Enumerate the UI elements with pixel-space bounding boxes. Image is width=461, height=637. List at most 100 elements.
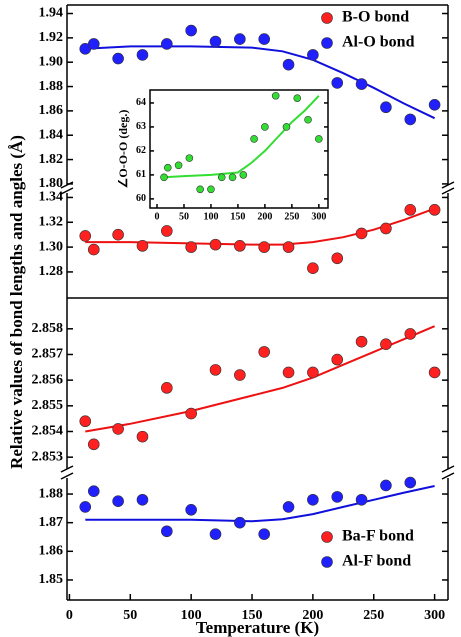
data-point <box>258 241 270 253</box>
data-point <box>271 91 280 100</box>
y-tick-label: 2.854 <box>32 424 64 439</box>
y-tick-label: 1.85 <box>39 572 64 587</box>
y-tick-label: 62 <box>136 145 146 156</box>
data-point <box>404 204 417 216</box>
data-point <box>185 241 197 253</box>
data-point <box>79 501 92 513</box>
data-point <box>112 495 124 507</box>
data-point <box>185 503 197 516</box>
y-tick-label: 2.853 <box>32 449 64 464</box>
data-point <box>282 123 291 131</box>
y-tick-label: 64 <box>136 97 146 108</box>
data-point <box>331 353 344 366</box>
data-point <box>355 78 368 90</box>
legend-marker <box>321 531 333 543</box>
data-point <box>112 52 124 65</box>
data-point <box>428 204 441 216</box>
data-point <box>355 227 368 240</box>
data-point <box>209 238 222 251</box>
x-tick-label: 200 <box>257 211 272 222</box>
data-point <box>307 493 319 506</box>
data-point <box>87 243 100 256</box>
y-tick-label: 1.34 <box>39 190 64 205</box>
x-tick-label: 150 <box>242 608 263 623</box>
y-tick-label: 1.86 <box>39 544 64 559</box>
data-point <box>161 38 173 50</box>
data-point <box>234 516 246 529</box>
y-tick-label: 1.30 <box>39 239 64 254</box>
data-point <box>234 33 246 45</box>
data-point <box>196 185 204 194</box>
y-tick-label: 1.92 <box>39 30 64 45</box>
data-point <box>185 24 197 37</box>
data-point <box>293 94 302 102</box>
x-tick-label: 100 <box>203 211 218 222</box>
data-point <box>282 501 295 513</box>
data-point <box>380 222 392 235</box>
data-point <box>207 185 215 194</box>
y-tick-label: 2.857 <box>32 347 64 362</box>
x-tick-label: 250 <box>363 608 384 623</box>
y-tick-label: 1.90 <box>39 54 64 69</box>
legend-label: Ba-F bond <box>342 528 414 545</box>
legend-marker <box>321 556 333 568</box>
data-point <box>355 493 368 506</box>
y-tick-label: 1.88 <box>39 79 64 94</box>
y-tick-label: 60 <box>136 193 146 204</box>
x-tick-label: 0 <box>155 211 160 222</box>
fit-line <box>85 485 435 523</box>
y-axis-label: ∠O-O-O (deg.) <box>116 110 130 189</box>
data-point <box>174 161 183 170</box>
data-point <box>428 99 441 111</box>
y-tick-label: 1.87 <box>39 515 64 530</box>
data-point <box>217 173 226 182</box>
data-point <box>87 38 100 50</box>
y-tick-label: 1.28 <box>39 264 64 279</box>
y-tick-label: 1.80 <box>39 176 64 191</box>
y-tick-label: 1.94 <box>39 6 64 21</box>
y-tick-label: 1.32 <box>39 214 64 229</box>
data-point <box>87 485 100 497</box>
data-point <box>307 262 319 275</box>
x-axis-label: Temperature (K) <box>196 618 319 637</box>
data-point <box>282 241 295 253</box>
x-tick-label: 150 <box>230 211 245 222</box>
data-point <box>258 528 270 540</box>
fit-line <box>85 45 436 120</box>
data-point <box>404 328 417 340</box>
data-point <box>160 173 168 182</box>
data-point <box>261 123 269 131</box>
data-point <box>228 173 237 182</box>
data-point <box>282 366 295 379</box>
fit-line <box>163 95 320 179</box>
data-point <box>161 382 173 394</box>
data-point <box>112 423 124 435</box>
legend-marker <box>321 12 333 24</box>
data-point <box>331 77 344 89</box>
data-point <box>428 366 441 379</box>
data-point <box>87 438 100 451</box>
data-point <box>258 346 270 358</box>
x-tick-label: 300 <box>424 608 445 623</box>
legend-label: Al-F bond <box>342 553 411 570</box>
data-point <box>136 240 149 252</box>
x-tick-label: 250 <box>284 211 299 222</box>
data-point <box>209 364 222 376</box>
data-point <box>250 135 258 143</box>
x-tick-label: 0 <box>66 608 73 623</box>
legend-label: Al-O bond <box>342 34 415 51</box>
data-point <box>404 476 417 489</box>
y-tick-label: 1.88 <box>39 486 64 501</box>
y-tick-label: 2.855 <box>32 398 64 413</box>
data-point <box>239 171 248 179</box>
x-tick-label: 200 <box>302 608 323 623</box>
data-point <box>209 35 222 48</box>
data-point <box>282 58 295 71</box>
data-point <box>161 525 173 538</box>
data-point <box>112 228 124 241</box>
data-point <box>79 230 92 242</box>
x-tick-label: 100 <box>181 608 202 623</box>
y-axis-label: Relative values of bond lengths and angl… <box>7 135 26 469</box>
legend-label: B-O bond <box>342 9 409 26</box>
